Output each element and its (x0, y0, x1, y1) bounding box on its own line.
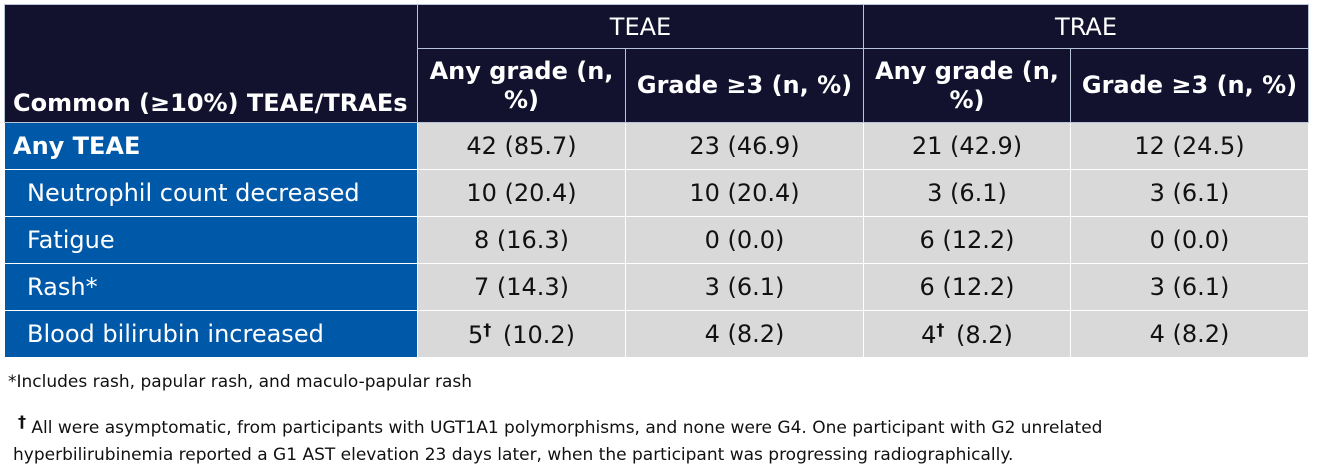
table-cell: 4† (8.2) (863, 310, 1071, 358)
table-cell: 7 (14.3) (417, 263, 626, 311)
table-row: Rash* 7 (14.3) 3 (6.1) 6 (12.2) 3 (6.1) (4, 263, 1310, 311)
dagger-mark: † (936, 319, 945, 339)
footnote-rash: *Includes rash, papular rash, and maculo… (8, 372, 473, 392)
table-cell: 3 (6.1) (1069, 169, 1310, 217)
subheader: Grade ≥3 (n, %) (1069, 48, 1310, 123)
table-cell: 4 (8.2) (1069, 310, 1310, 358)
footnote-dagger: † All were asymptomatic, from participan… (13, 408, 1103, 469)
table-cell: 10 (20.4) (625, 169, 864, 217)
table-row: Neutrophil count decreased 10 (20.4) 10 (2… (4, 169, 1310, 217)
table-cell: 21 (42.9) (863, 122, 1071, 170)
row-label: Rash* (4, 263, 418, 311)
cell-percent: (8.2) (956, 320, 1013, 349)
table-cell: 3 (6.1) (625, 263, 864, 311)
table-row: Blood bilirubin increased 5† (10.2) 4 (8.2… (4, 310, 1310, 358)
group-header-trae: TRAE (862, 4, 1310, 49)
dagger-mark: † (18, 412, 26, 431)
subheader: Grade ≥3 (n, %) (625, 48, 864, 123)
row-label: Blood bilirubin increased (4, 310, 418, 358)
table-cell: 4 (8.2) (625, 310, 864, 358)
footnote-dagger-line1: All were asymptomatic, from participants… (31, 418, 1103, 438)
adverse-events-table: Common (≥10%) TEAE/TRAEs TEAE TRAE Any g… (4, 4, 1310, 358)
table-row: Fatigue 8 (16.3) 0 (0.0) 6 (12.2) 0 (0.0) (4, 216, 1310, 264)
row-label: Neutrophil count decreased (4, 169, 418, 217)
subheader: Any grade (n, %) (417, 48, 626, 123)
group-header-teae: TEAE (417, 4, 864, 49)
table-cell: 42 (85.7) (417, 122, 626, 170)
row-label: Fatigue (4, 216, 418, 264)
corner-header: Common (≥10%) TEAE/TRAEs (4, 4, 418, 123)
table-cell: 6 (12.2) (863, 216, 1071, 264)
table-cell: 10 (20.4) (417, 169, 626, 217)
cell-percent: (10.2) (502, 320, 576, 349)
cell-count: 5 (467, 320, 484, 349)
table-cell: 0 (0.0) (625, 216, 864, 264)
footnote-dagger-line2: hyperbilirubinemia reported a G1 AST ele… (13, 445, 1014, 465)
table-cell: 0 (0.0) (1069, 216, 1310, 264)
subheader: Any grade (n, %) (863, 48, 1071, 123)
table-cell: 3 (6.1) (863, 169, 1071, 217)
row-label: Any TEAE (4, 122, 418, 170)
table-cell: 8 (16.3) (417, 216, 626, 264)
table-row: Any TEAE 42 (85.7) 23 (46.9) 21 (42.9) 12 (2… (4, 122, 1310, 170)
table-cell: 6 (12.2) (863, 263, 1071, 311)
table-cell: 5† (10.2) (417, 310, 626, 358)
dagger-mark: † (483, 319, 492, 339)
table-cell: 12 (24.5) (1069, 122, 1310, 170)
table-cell: 3 (6.1) (1069, 263, 1310, 311)
cell-count: 4 (921, 320, 937, 349)
table-cell: 23 (46.9) (625, 122, 864, 170)
